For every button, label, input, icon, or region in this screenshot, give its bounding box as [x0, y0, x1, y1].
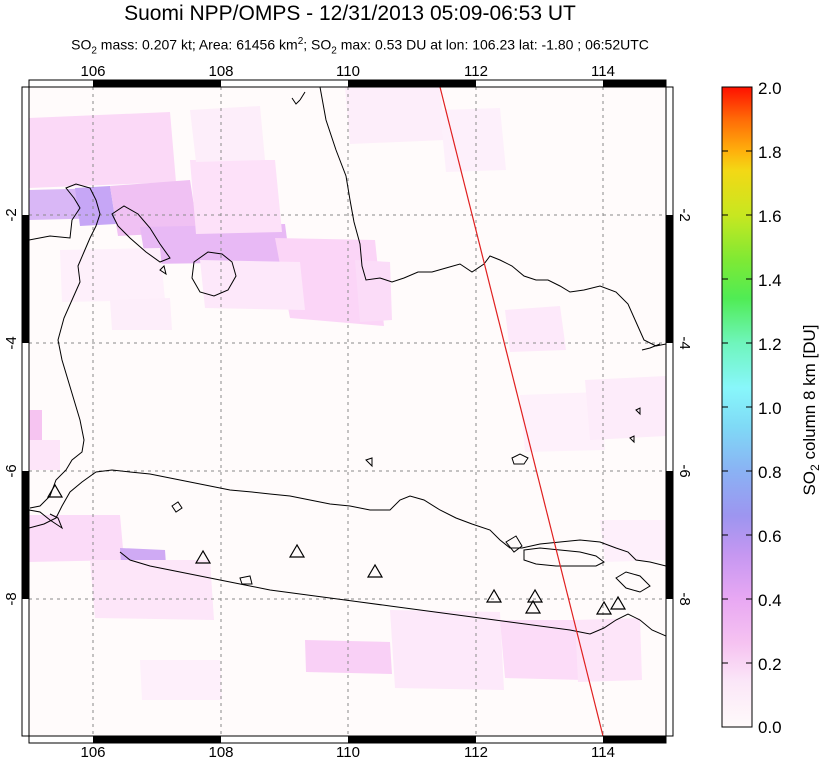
colorbar-tick-label: 0.8: [758, 463, 782, 482]
colorbar-tick-label: 1.6: [758, 207, 782, 226]
volcano-triangle-icon: [366, 563, 384, 578]
max-label: ; SO: [303, 36, 332, 53]
lat-tick-label: -4: [3, 336, 20, 349]
lon-labels-top: 106 108 110 112 114: [80, 63, 614, 80]
lon-tick-label: 112: [464, 744, 488, 759]
colorbar: 2.0 1.8 1.6 1.4 1.2 1.0 0.8 0.6 0.4 0.2 …: [721, 79, 822, 737]
graticule: [29, 87, 666, 736]
map-frame: [21, 79, 674, 744]
max-text: max: 0.53 DU at lon: 106.23 lat: -1.80 ;…: [336, 36, 649, 53]
volcano-triangle-icon: [526, 588, 544, 603]
lat-tick-label: -2: [3, 208, 20, 221]
lon-tick-label: 110: [336, 744, 360, 759]
colorbar-label: SO2 column 8 km [DU]: [800, 324, 822, 495]
mass-text: mass: 0.207 kt; Area: 61456 km: [96, 36, 298, 53]
lon-tick-label: 110: [336, 63, 360, 80]
colorbar-tick-label: 0.2: [758, 655, 782, 674]
lon-labels-bottom: 106 108 110 112 114: [80, 744, 614, 759]
colorbar-tick-label: 0.4: [758, 591, 782, 610]
colorbar-tick-label: 0.6: [758, 527, 782, 546]
lat-tick-label: -8: [676, 592, 693, 605]
lon-tick-label: 114: [591, 744, 615, 759]
lat-labels-right: -2 -4 -6 -8: [676, 208, 693, 605]
lon-tick-label: 108: [208, 63, 233, 80]
volcano-triangle-icon: [524, 599, 542, 614]
volcano-triangle-icon: [288, 543, 306, 558]
lat-tick-label: -6: [3, 464, 20, 477]
map-subtitle: SO2 mass: 0.207 kt; Area: 61456 km2; SO2…: [71, 36, 649, 57]
lon-tick-label: 106: [80, 63, 105, 80]
colorbar-tick-label: 2.0: [758, 79, 782, 98]
lon-tick-label: 114: [591, 63, 615, 80]
mass-label: SO: [71, 36, 92, 53]
lat-tick-label: -6: [676, 464, 693, 477]
lat-labels-left: -2 -4 -6 -8: [3, 208, 20, 605]
colorbar-tick-label: 1.8: [758, 143, 782, 162]
volcano-triangle-icon: [609, 595, 627, 610]
volcano-triangle-icon: [485, 588, 503, 603]
volcano-triangle-icon: [194, 549, 212, 564]
colorbar-tick-label: 1.4: [758, 271, 782, 290]
colorbar-tick-label: 1.0: [758, 399, 782, 418]
lon-tick-label: 108: [208, 744, 233, 759]
volcano-markers: [46, 483, 627, 615]
volcano-triangle-icon: [46, 483, 64, 498]
map-title: Suomi NPP/OMPS - 12/31/2013 05:09-06:53 …: [124, 2, 576, 25]
lon-tick-label: 106: [80, 744, 105, 759]
lat-tick-label: -8: [3, 592, 20, 605]
orbit-track: [439, 86, 604, 737]
lon-tick-label: 112: [464, 63, 488, 80]
lat-tick-label: -2: [676, 208, 693, 221]
lat-tick-label: -4: [676, 336, 693, 349]
volcano-triangle-icon: [595, 600, 613, 615]
colorbar-tick-label: 0.0: [758, 718, 782, 737]
colorbar-tick-label: 1.2: [758, 335, 782, 354]
coastlines: [29, 87, 666, 637]
